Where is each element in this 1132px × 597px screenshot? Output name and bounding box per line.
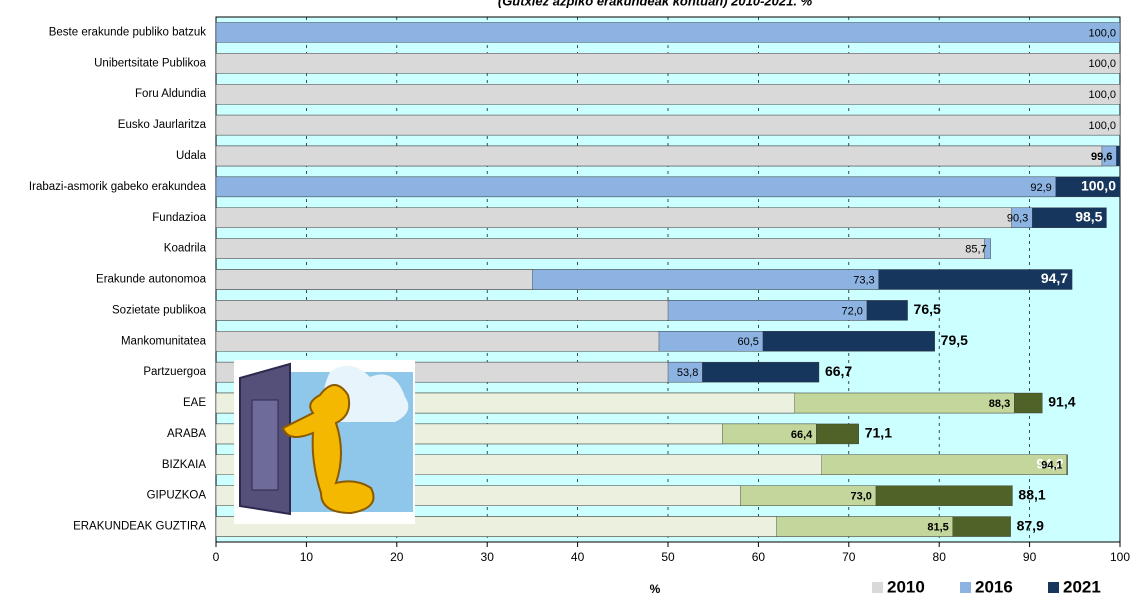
bar — [215, 114, 1121, 136]
bar — [215, 238, 985, 259]
value-label: 73,3 — [853, 274, 874, 286]
legend-label: 2016 — [975, 577, 1013, 596]
category-label: Erakunde autonomoa — [96, 274, 207, 286]
bar — [215, 176, 1057, 198]
value-label: 100,0 — [1088, 89, 1116, 101]
x-tick-label: 70 — [842, 550, 856, 564]
value-label: 98,5 — [1075, 208, 1102, 224]
x-tick-label: 90 — [1023, 550, 1037, 564]
value-label: 85,7 — [965, 244, 986, 256]
category-label: Irabazi-asmorik gabeko erakundea — [29, 181, 207, 193]
bar — [215, 300, 669, 321]
bar — [215, 145, 1103, 167]
value-label: 100,0 — [1088, 27, 1116, 39]
value-label: 94,7 — [1041, 270, 1068, 286]
x-tick-label: 30 — [481, 550, 495, 564]
category-label: ERAKUNDEAK GUZTIRA — [73, 521, 206, 533]
bar — [215, 53, 1121, 74]
category-label: Sozietate publikoa — [112, 304, 207, 316]
legend-swatch — [872, 582, 883, 593]
value-label: 99,6 — [1091, 151, 1112, 163]
x-tick-label: 50 — [661, 550, 675, 564]
value-label: 73,0 — [850, 491, 871, 503]
value-label: 100,0 — [1088, 58, 1116, 70]
illustration — [234, 360, 415, 524]
x-tick-label: 10 — [300, 550, 314, 564]
value-label: 66,7 — [825, 363, 852, 379]
category-label: Fundazioa — [152, 212, 206, 224]
category-label: EAE — [183, 397, 206, 409]
value-label: 53,8 — [677, 367, 698, 379]
legend-swatch — [960, 582, 971, 593]
category-label: Partzuergoa — [143, 366, 206, 378]
value-label: 88,3 — [989, 398, 1010, 410]
legend-label: 2021 — [1063, 577, 1101, 596]
category-label: Koadrila — [164, 243, 207, 255]
category-label: BIZKAIA — [162, 459, 206, 471]
value-label: 94,1 — [1041, 460, 1062, 472]
category-label: GIPUZKOA — [147, 490, 207, 502]
value-label: 66,4 — [791, 429, 813, 441]
bar — [215, 22, 1121, 43]
value-label: 76,5 — [914, 301, 941, 317]
category-label: Beste erakunde publiko batzuk — [49, 26, 207, 38]
value-label: 81,5 — [927, 521, 948, 533]
value-label: 71,1 — [865, 425, 892, 441]
bar — [215, 84, 1121, 105]
bar — [215, 207, 1012, 228]
x-axis-label: % — [650, 582, 661, 596]
bar — [215, 331, 660, 352]
legend-label: 2010 — [887, 577, 925, 596]
bar — [215, 269, 533, 290]
legend-swatch — [1048, 582, 1059, 593]
value-label: 79,5 — [941, 332, 968, 348]
category-label: Unibertsitate Publikoa — [94, 57, 206, 69]
value-label: 87,9 — [1017, 517, 1044, 533]
category-label: ARABA — [167, 428, 206, 440]
value-label: 100,0 — [1081, 178, 1116, 194]
x-tick-label: 80 — [933, 550, 947, 564]
value-label: 72,0 — [841, 305, 862, 317]
category-label: Eusko Jaurlaritza — [118, 119, 207, 131]
value-label: 88,1 — [1018, 486, 1045, 502]
x-tick-label: 20 — [390, 550, 404, 564]
value-label: 60,5 — [737, 336, 758, 348]
x-tick-label: 40 — [571, 550, 585, 564]
x-tick-label: 0 — [213, 550, 220, 564]
value-label: 92,9 — [1030, 182, 1051, 194]
x-tick-label: 100 — [1110, 550, 1130, 564]
category-label: Mankomunitatea — [121, 335, 207, 347]
value-label: 90,3 — [1007, 213, 1028, 225]
value-label: 94,2 — [1036, 455, 1063, 471]
x-tick-label: 60 — [752, 550, 766, 564]
value-label: 91,4 — [1048, 394, 1075, 410]
category-label: Udala — [176, 150, 207, 162]
chart-title: (Gutxiez azpiko erakundeak kontuan) 2010… — [498, 0, 813, 8]
category-label: Foru Aldundia — [135, 88, 207, 100]
value-label: 100,0 — [1088, 120, 1116, 132]
